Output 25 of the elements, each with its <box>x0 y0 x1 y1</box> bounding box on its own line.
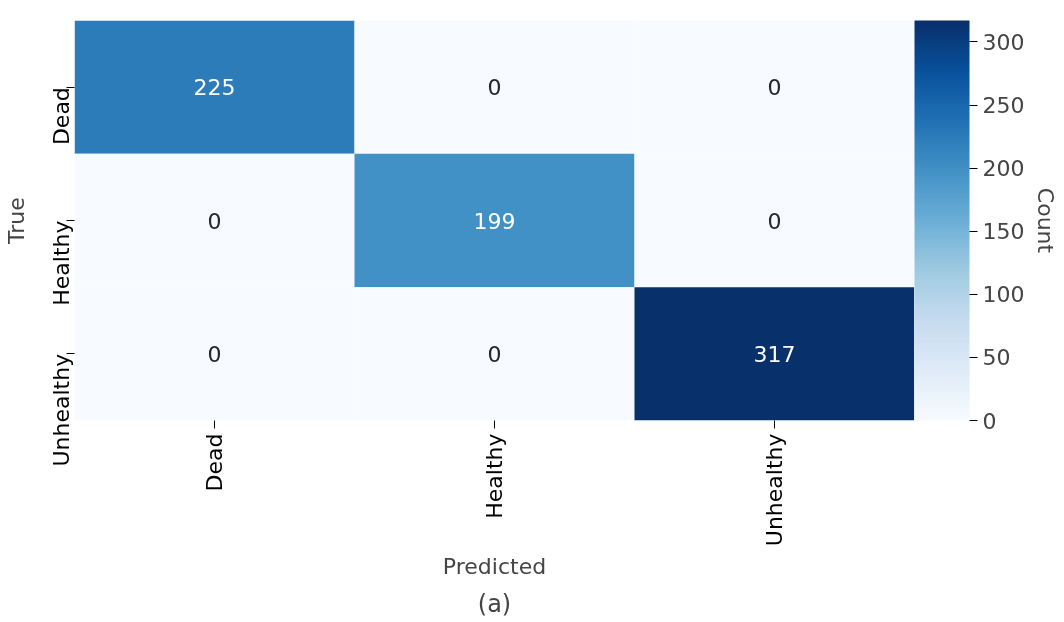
data-label: 0 <box>207 208 222 234</box>
color-bar-label: 300 <box>982 29 1025 55</box>
y-tick-label: Dead <box>49 87 74 146</box>
x-tick-label: Unhealthy <box>762 433 787 547</box>
color-bar-label: 100 <box>982 282 1025 308</box>
data-label: 0 <box>207 341 222 367</box>
data-label: 225 <box>193 75 236 101</box>
data-label: 199 <box>473 208 516 234</box>
color-bar-title: Count <box>1032 187 1058 254</box>
data-label: 0 <box>767 208 782 234</box>
color-bar-label: 150 <box>982 219 1025 245</box>
color-bar-label: 250 <box>982 93 1025 119</box>
x-tick-label: Healthy <box>482 433 507 519</box>
data-label: 0 <box>487 341 502 367</box>
color-bar-label: 50 <box>982 345 1011 371</box>
x-axis-title: Predicted <box>442 554 547 580</box>
y-axis-title: True <box>3 197 29 245</box>
y-tick-label: Healthy <box>49 220 74 306</box>
color-bar-label: 200 <box>982 156 1025 182</box>
data-label: 0 <box>767 75 782 101</box>
x-tick-label: Dead <box>202 433 227 492</box>
text: (a) <box>477 589 512 618</box>
data-label: 0 <box>487 75 502 101</box>
color-bar-label: 0 <box>982 408 997 434</box>
data-label: 317 <box>753 341 796 367</box>
